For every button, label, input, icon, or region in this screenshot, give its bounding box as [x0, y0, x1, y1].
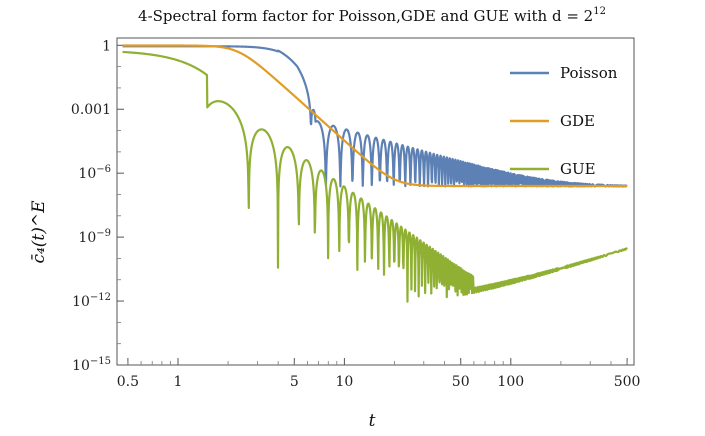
series-line-gue: [121, 50, 628, 303]
x-tick-label: 1: [174, 374, 183, 390]
data-curves: [121, 44, 628, 303]
x-tick-label: 5: [290, 374, 299, 390]
y-tick-labels: 1 0.001 10−6 10−9 10−12 10−15: [71, 38, 111, 374]
y-tick-label: 10−12: [72, 292, 111, 310]
legend: Poisson GDE GUE: [510, 64, 618, 178]
y-tick-label: 0.001: [71, 102, 111, 118]
legend-label-gue: GUE: [560, 160, 596, 178]
series-line-gde: [121, 44, 628, 188]
x-tick-label: 0.5: [117, 374, 139, 390]
x-axis-label: t: [369, 411, 376, 431]
y-axis-label: c̄₄(t)^E: [29, 200, 49, 264]
chart-title-main: 4-Spectral form factor for Poisson,GDE a…: [138, 7, 593, 25]
x-tick-label: 10: [335, 374, 353, 390]
plot-frame: [116, 37, 635, 366]
legend-label-gde: GDE: [560, 112, 595, 130]
y-tick-label: 10−6: [78, 164, 111, 182]
y-tick-label: 1: [102, 38, 111, 54]
x-tick-label: 50: [452, 374, 470, 390]
chart-title-superscript: 12: [593, 6, 606, 17]
legend-label-poisson: Poisson: [560, 64, 618, 82]
x-tick-label: 500: [614, 374, 641, 390]
y-tick-label: 10−15: [72, 356, 111, 374]
x-tick-labels: 0.5 1 5 10 50 100 500: [117, 374, 641, 390]
tick-marks: [117, 44, 628, 366]
x-tick-label: 100: [497, 374, 524, 390]
y-tick-label: 10−9: [78, 228, 111, 246]
chart-title: 4-Spectral form factor for Poisson,GDE a…: [138, 6, 606, 25]
